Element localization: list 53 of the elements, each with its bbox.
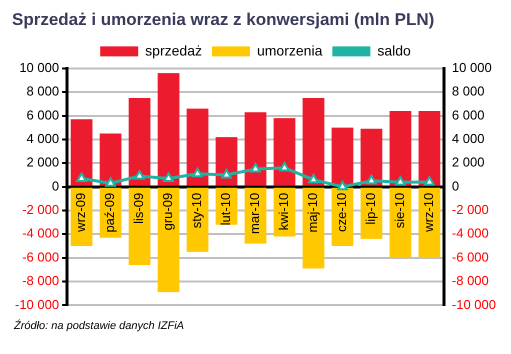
y2-tick-label: 0	[452, 178, 460, 194]
legend-label: sprzedaż	[145, 42, 202, 58]
y-tick-label: -4 000	[22, 226, 60, 241]
x-tick-label: kwi-10	[276, 192, 292, 230]
y2-tick-label: -10 000	[452, 296, 496, 312]
point	[221, 168, 232, 178]
x-tick-label: wrz-10	[420, 192, 436, 233]
y2-tick-label: -2 000	[452, 202, 489, 218]
y-tick-label: 10 000	[19, 60, 60, 75]
y-tick-label: 2 000	[26, 154, 60, 170]
point	[366, 174, 377, 184]
y2-tick-label: 8 000	[452, 84, 484, 99]
x-tick-label: mar-10	[247, 192, 262, 234]
point	[308, 174, 319, 184]
y2-tick-label: 6 000	[452, 107, 484, 122]
point	[250, 163, 261, 173]
point	[163, 172, 174, 182]
y-tick-label: 0	[52, 178, 60, 194]
y-tick-label: -10 000	[14, 296, 60, 312]
x-tick-label: wrz-09	[73, 192, 88, 233]
y2-tick-label: -8 000	[452, 273, 489, 288]
y-tick-label: -2 000	[22, 202, 60, 218]
point	[105, 177, 116, 187]
y2-tick-label: 2 000	[452, 154, 484, 170]
x-tick-label: sty-10	[189, 192, 204, 228]
x-tick-label: gru-09	[160, 192, 176, 230]
x-tick-label: maj-10	[305, 192, 320, 233]
y-tick-label: 6 000	[26, 107, 60, 122]
y-tick-label: 4 000	[26, 131, 60, 146]
y-tick-label: -6 000	[22, 249, 60, 264]
point	[192, 168, 203, 178]
y-tick-label: 8 000	[26, 84, 60, 99]
x-tick-label: cze-10	[334, 192, 350, 232]
x-tick-label: paź-09	[102, 192, 118, 233]
x-tick-label: lut-10	[218, 192, 234, 226]
x-tick-label: lip-10	[363, 192, 378, 225]
y2-tick-label: 10 000	[452, 60, 492, 75]
legend-label: saldo	[377, 42, 412, 58]
y2-tick-label: -6 000	[452, 249, 489, 264]
point	[279, 162, 290, 172]
text: Źródło: na podstawie danych IZFiA	[14, 320, 185, 332]
point	[76, 172, 87, 182]
x-tick-label: lis-09	[131, 192, 146, 224]
y-tick-label: -8 000	[22, 273, 60, 288]
point	[337, 180, 348, 190]
point	[134, 170, 145, 180]
x-tick-label: sie-10	[392, 192, 408, 228]
point	[424, 176, 435, 186]
point	[395, 176, 406, 186]
y2-tick-label: -4 000	[452, 226, 489, 241]
y2-tick-label: 4 000	[452, 131, 484, 146]
legend-label: umorzenia	[256, 42, 323, 58]
chart-title: Sprzedaż i umorzenia wraz z konwersjami (mln PLN)	[12, 10, 434, 29]
